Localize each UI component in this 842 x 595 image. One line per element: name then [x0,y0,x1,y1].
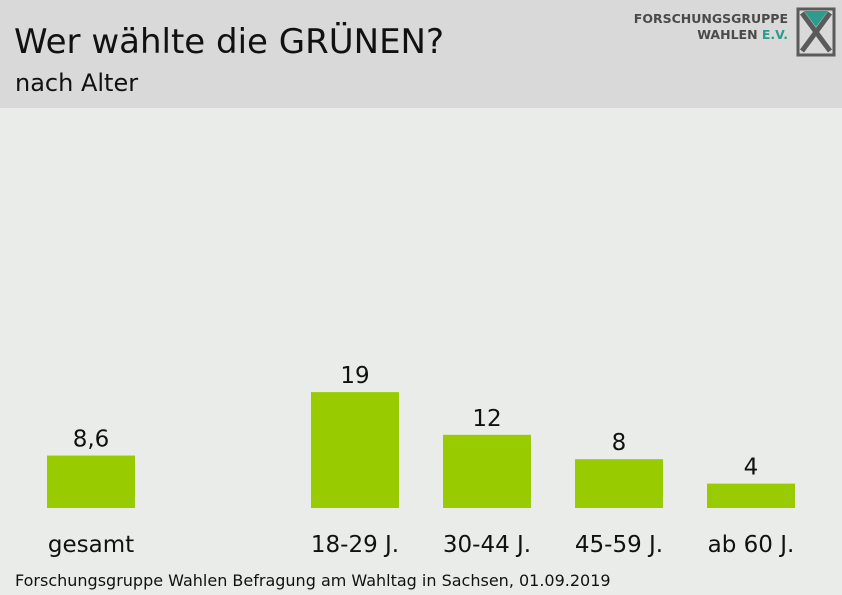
logo-x-icon [796,7,836,57]
value-label-1: 19 [340,363,369,389]
logo-line-2: WAHLEN E.V. [634,27,788,43]
category-label-2: 30-44 J. [443,532,531,558]
chart-subtitle: nach Alter [15,69,139,97]
category-label-0: gesamt [48,532,134,558]
category-label-3: 45-59 J. [575,532,663,558]
logo-text: FORSCHUNGSGRUPPE WAHLEN E.V. [634,11,788,43]
fgw-logo: FORSCHUNGSGRUPPE WAHLEN E.V. [634,7,836,57]
bar-chart: 8,6 gesamt 19 18-29 J. 12 30-44 J. 8 45-59 J. 4 a… [47,363,795,558]
category-label-1: 18-29 J. [311,532,399,558]
source-note: Forschungsgruppe Wahlen Befragung am Wah… [15,571,611,590]
bar-4 [707,483,795,508]
bar-2 [443,434,531,508]
value-label-2: 12 [472,406,501,432]
bar-0 [47,455,135,508]
value-label-4: 4 [744,455,759,481]
logo-line-2-suffix: E.V. [761,27,788,42]
category-label-4: ab 60 J. [708,532,795,558]
chart-title: Wer wählte die GRÜNEN? [14,22,445,62]
value-label-3: 8 [612,430,627,456]
logo-line-1: FORSCHUNGSGRUPPE [633,11,788,26]
value-label-0: 8,6 [73,427,110,453]
header-band: Wer wählte die GRÜNEN? nach Alter FORSCH… [0,0,842,108]
logo-line-2-main: WAHLEN [697,27,758,42]
bar-1 [311,392,399,508]
bar-3 [575,459,663,508]
